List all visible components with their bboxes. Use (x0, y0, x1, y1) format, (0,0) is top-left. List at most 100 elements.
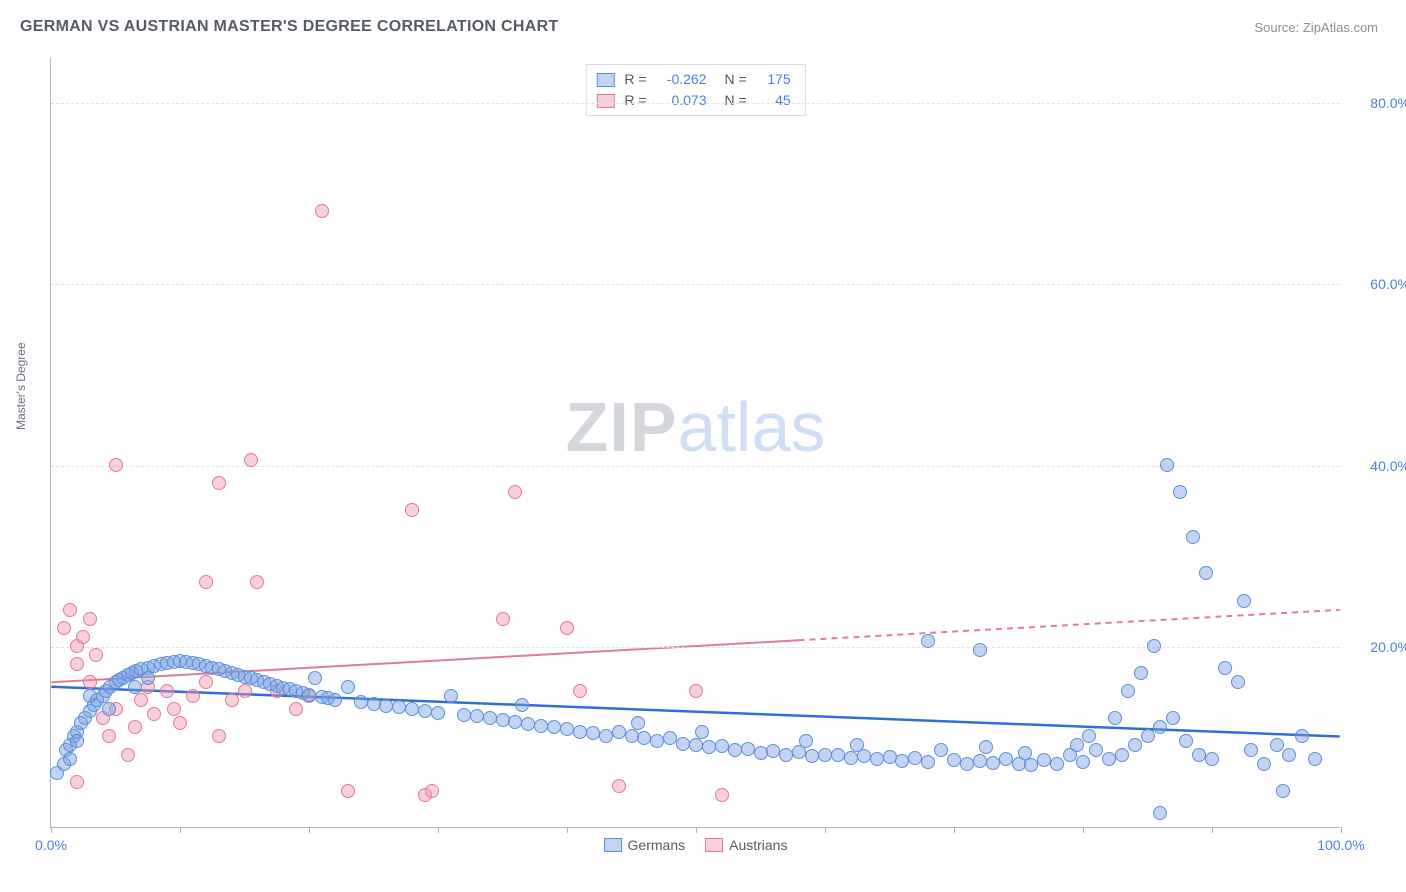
scatter-point-germans (379, 699, 393, 713)
x-tick (1083, 827, 1084, 833)
x-tick (309, 827, 310, 833)
scatter-point-germans (1244, 743, 1258, 757)
scatter-point-austrians (173, 716, 187, 730)
scatter-point-germans (637, 731, 651, 745)
stats-legend-row: R =-0.262N =175 (596, 69, 790, 90)
scatter-point-germans (1295, 729, 1309, 743)
scatter-point-germans (70, 734, 84, 748)
scatter-point-germans (857, 749, 871, 763)
scatter-point-austrians (405, 503, 419, 517)
scatter-point-austrians (70, 657, 84, 671)
scatter-point-austrians (715, 788, 729, 802)
scatter-point-germans (831, 748, 845, 762)
scatter-point-germans (999, 752, 1013, 766)
scatter-point-germans (818, 748, 832, 762)
scatter-point-germans (534, 719, 548, 733)
scatter-point-germans (302, 688, 316, 702)
scatter-point-austrians (238, 684, 252, 698)
scatter-point-germans (1134, 666, 1148, 680)
y-tick-label: 40.0% (1350, 458, 1406, 474)
scatter-point-germans (547, 720, 561, 734)
scatter-point-germans (1147, 639, 1161, 653)
n-label: N = (725, 90, 747, 111)
watermark-part2: atlas (678, 388, 826, 466)
scatter-point-austrians (496, 612, 510, 626)
scatter-point-germans (1141, 729, 1155, 743)
trend-lines-layer (51, 58, 1340, 827)
scatter-point-germans (973, 754, 987, 768)
scatter-point-germans (1089, 743, 1103, 757)
scatter-point-austrians (121, 748, 135, 762)
scatter-point-germans (728, 743, 742, 757)
legend-item: Germans (604, 837, 686, 853)
series-legend: Germans Austrians (604, 837, 788, 853)
scatter-point-austrians (83, 675, 97, 689)
scatter-point-germans (367, 697, 381, 711)
scatter-point-germans (1070, 738, 1084, 752)
scatter-point-germans (1128, 738, 1142, 752)
scatter-point-austrians (212, 476, 226, 490)
scatter-point-germans (960, 757, 974, 771)
scatter-point-germans (986, 756, 1000, 770)
scatter-point-germans (1237, 594, 1251, 608)
scatter-point-austrians (573, 684, 587, 698)
x-tick (1212, 827, 1213, 833)
scatter-point-germans (650, 734, 664, 748)
scatter-point-germans (1231, 675, 1245, 689)
scatter-point-germans (405, 702, 419, 716)
scatter-point-austrians (76, 630, 90, 644)
scatter-point-austrians (160, 684, 174, 698)
scatter-point-germans (844, 751, 858, 765)
y-tick-label: 20.0% (1350, 639, 1406, 655)
scatter-point-germans (141, 671, 155, 685)
legend-swatch (596, 94, 614, 108)
scatter-point-germans (444, 689, 458, 703)
scatter-point-austrians (341, 784, 355, 798)
scatter-point-germans (715, 739, 729, 753)
scatter-point-austrians (70, 775, 84, 789)
scatter-point-germans (1192, 748, 1206, 762)
scatter-point-germans (1102, 752, 1116, 766)
x-tick (438, 827, 439, 833)
scatter-point-germans (695, 725, 709, 739)
x-tick (825, 827, 826, 833)
scatter-point-germans (63, 752, 77, 766)
scatter-point-germans (496, 713, 510, 727)
scatter-point-germans (921, 755, 935, 769)
scatter-point-germans (979, 740, 993, 754)
scatter-point-germans (676, 737, 690, 751)
scatter-point-germans (508, 715, 522, 729)
scatter-point-germans (934, 743, 948, 757)
scatter-point-germans (1270, 738, 1284, 752)
scatter-point-germans (702, 740, 716, 754)
scatter-point-germans (883, 750, 897, 764)
scatter-point-austrians (560, 621, 574, 635)
scatter-point-austrians (89, 648, 103, 662)
scatter-point-germans (1108, 711, 1122, 725)
scatter-point-germans (341, 680, 355, 694)
gridline-h (51, 284, 1340, 285)
scatter-point-austrians (250, 575, 264, 589)
scatter-point-austrians (199, 575, 213, 589)
scatter-point-austrians (508, 485, 522, 499)
scatter-point-germans (1121, 684, 1135, 698)
scatter-point-germans (805, 749, 819, 763)
scatter-point-germans (521, 717, 535, 731)
scatter-point-germans (1050, 757, 1064, 771)
correlation-stats-legend: R =-0.262N =175R =0.073N =45 (585, 64, 805, 116)
legend-swatch (705, 838, 723, 852)
scatter-point-germans (573, 725, 587, 739)
legend-label: Austrians (729, 837, 787, 853)
n-label: N = (725, 69, 747, 90)
scatter-point-germans (128, 680, 142, 694)
scatter-point-austrians (186, 689, 200, 703)
scatter-point-germans (1179, 734, 1193, 748)
scatter-point-austrians (134, 693, 148, 707)
x-tick (180, 827, 181, 833)
scatter-point-germans (1276, 784, 1290, 798)
scatter-point-germans (457, 708, 471, 722)
scatter-point-germans (418, 704, 432, 718)
scatter-point-germans (586, 726, 600, 740)
scatter-point-germans (921, 634, 935, 648)
scatter-point-germans (308, 671, 322, 685)
